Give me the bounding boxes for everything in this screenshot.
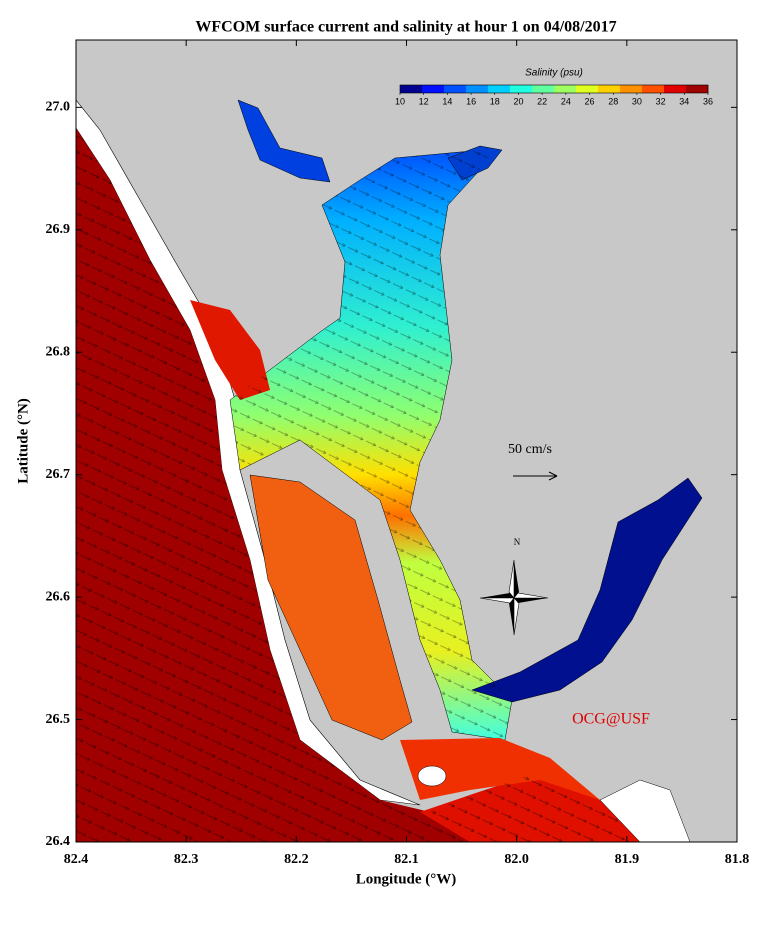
- y-tick-label: 26.6: [46, 589, 71, 604]
- colorbar-swatch: [554, 85, 577, 93]
- colorbar-swatch: [664, 85, 687, 93]
- y-axis-label: Latitude (°N): [15, 398, 31, 484]
- y-tick-label: 26.9: [46, 222, 71, 237]
- scale-label: 50 cm/s: [508, 442, 552, 457]
- colorbar-tick-label: 16: [466, 96, 476, 106]
- colorbar-tick-label: 34: [679, 96, 689, 106]
- credit: OCG@USF: [572, 711, 650, 728]
- sound-water: [249, 474, 413, 741]
- caloosahatchee-river: [471, 477, 703, 703]
- colorbar-swatch: [598, 85, 621, 93]
- colorbar-tick-label: 10: [395, 96, 405, 106]
- island: [417, 765, 447, 787]
- y-tick-label: 27.0: [46, 100, 71, 115]
- compass-arm: [513, 592, 549, 599]
- colorbar-swatch: [444, 85, 467, 93]
- compass-arm: [514, 598, 548, 603]
- colorbar-swatch: [400, 85, 423, 93]
- scale-arrow: 50 cm/s: [508, 442, 558, 481]
- colorbar-swatch: [488, 85, 511, 93]
- y-tick-label: 26.7: [46, 467, 71, 482]
- map-area: [76, 40, 737, 842]
- y-tick-label: 26.4: [46, 834, 71, 849]
- colorbar-frame: [399, 84, 709, 94]
- north-label: N: [514, 537, 521, 547]
- x-tick-label: 82.2: [284, 852, 309, 867]
- estuary-mouth: [400, 738, 600, 800]
- colorbar-swatch: [686, 85, 709, 93]
- chart-title: WFCOM surface current and salinity at ho…: [195, 19, 616, 36]
- harbor-vectors: [230, 150, 512, 740]
- colorbar-tick-label: 12: [419, 96, 429, 106]
- colorbar-swatch: [620, 85, 643, 93]
- colorbar-tick-label: 20: [513, 96, 523, 106]
- island: [599, 779, 691, 842]
- compass-arm: [514, 560, 519, 598]
- colorbar-tick-label: 18: [490, 96, 500, 106]
- x-tick-label: 81.8: [725, 852, 750, 867]
- colorbar-tick-label: 24: [561, 96, 571, 106]
- colorbar-title: Salinity (psu): [525, 68, 583, 79]
- colorbar-swatch: [466, 85, 489, 93]
- x-tick-label: 81.9: [615, 852, 640, 867]
- colorbar-tick-label: 30: [632, 96, 642, 106]
- colorbar-tick-label: 14: [442, 96, 452, 106]
- colorbar-tick-label: 36: [703, 96, 713, 106]
- colorbar-swatch: [532, 85, 555, 93]
- x-tick-label: 82.0: [504, 852, 529, 867]
- scale-head: [548, 471, 558, 481]
- colorbar-tick-label: 28: [608, 96, 618, 106]
- colorbar-swatch: [510, 85, 533, 93]
- compass-rose: N: [479, 537, 549, 636]
- colorbar-tick-label: 26: [585, 96, 595, 106]
- colorbar-swatch: [422, 85, 445, 93]
- compass-arm: [509, 598, 514, 635]
- colorbar-swatch: [576, 85, 599, 93]
- x-axis-label: Longitude (°W): [356, 871, 457, 887]
- y-tick-label: 26.5: [46, 712, 71, 727]
- lemon-bay: [190, 300, 270, 400]
- colorbar-tick-label: 32: [656, 96, 666, 106]
- x-tick-label: 82.1: [394, 852, 419, 867]
- x-tick-label: 82.4: [64, 852, 89, 867]
- colorbar-tick-label: 22: [537, 96, 547, 106]
- colorbar-swatch: [642, 85, 665, 93]
- compass-arm: [479, 597, 515, 604]
- y-tick-label: 26.8: [46, 344, 71, 359]
- x-tick-label: 82.3: [174, 852, 199, 867]
- peace-river: [237, 99, 331, 183]
- compass-arm: [480, 593, 514, 598]
- current-vectors: [76, 128, 640, 842]
